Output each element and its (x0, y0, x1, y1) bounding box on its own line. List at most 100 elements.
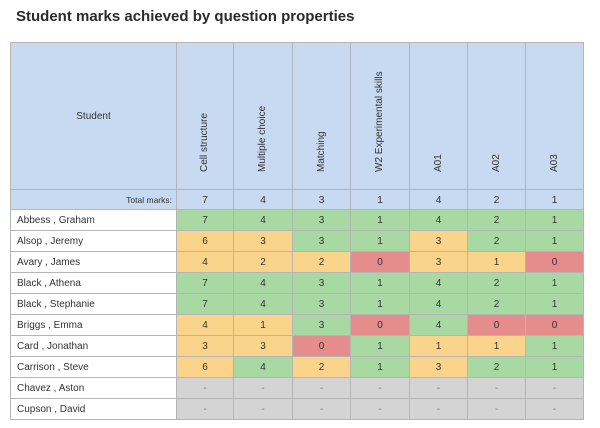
table-row: Briggs , Emma 4 1 3 0 4 0 0 (10, 314, 584, 336)
mark-cell: 1 (525, 230, 584, 252)
mark-cell: - (409, 377, 468, 399)
mark-cell: 3 (292, 209, 351, 231)
mark-cell: - (350, 377, 410, 399)
mark-cell: 4 (176, 314, 234, 336)
mark-cell: 3 (233, 230, 293, 252)
column-header: Matching (292, 42, 351, 190)
column-header-label: Matching (315, 131, 327, 172)
mark-cell: 1 (350, 293, 410, 315)
mark-cell: 0 (467, 314, 526, 336)
table-row: Black , Athena 7 4 3 1 4 2 1 (10, 272, 584, 294)
mark-cell: 3 (292, 230, 351, 252)
table-row: Abbess , Graham 7 4 3 1 4 2 1 (10, 209, 584, 231)
mark-cell: 6 (176, 230, 234, 252)
mark-cell: 1 (467, 335, 526, 357)
mark-cell: 3 (409, 230, 468, 252)
total-marks-cell: 3 (292, 189, 351, 210)
student-name: Cupson , David (10, 398, 177, 420)
column-header-label: W2 Experimental skills (374, 71, 385, 172)
mark-cell: 3 (409, 356, 468, 378)
mark-cell: 3 (292, 272, 351, 294)
table-row: Chavez , Aston - - - - - - - (10, 377, 584, 399)
mark-cell: - (525, 398, 584, 420)
mark-cell: 0 (350, 251, 410, 273)
mark-cell: 0 (292, 335, 351, 357)
mark-cell: 3 (233, 335, 293, 357)
student-name: Abbess , Graham (10, 209, 177, 231)
table-row: Avary , James 4 2 2 0 3 1 0 (10, 251, 584, 273)
column-header: W2 Experimental skills (350, 42, 410, 190)
student-column-header: Student (10, 42, 177, 190)
column-header: A02 (467, 42, 526, 190)
mark-cell: 2 (292, 356, 351, 378)
mark-cell: 0 (525, 251, 584, 273)
mark-cell: 1 (350, 356, 410, 378)
student-name: Card , Jonathan (10, 335, 177, 357)
mark-cell: 1 (233, 314, 293, 336)
mark-cell: - (233, 398, 293, 420)
column-header: A01 (409, 42, 468, 190)
column-header-label: Multiple choice (257, 105, 268, 172)
total-marks-cell: 1 (525, 189, 584, 210)
mark-cell: 2 (467, 209, 526, 231)
mark-cell: 4 (233, 272, 293, 294)
student-name: Chavez , Aston (10, 377, 177, 399)
column-header-label: Cell structure (199, 113, 210, 172)
mark-cell: 1 (350, 272, 410, 294)
student-name: Alsop , Jeremy (10, 230, 177, 252)
mark-cell: - (467, 398, 526, 420)
mark-cell: 7 (176, 293, 234, 315)
student-name: Avary , James (10, 251, 177, 273)
mark-cell: 4 (409, 272, 468, 294)
mark-cell: 4 (409, 209, 468, 231)
mark-cell: 1 (350, 209, 410, 231)
total-marks-cell: 1 (350, 189, 410, 210)
mark-cell: 1 (350, 335, 410, 357)
table-row: Card , Jonathan 3 3 0 1 1 1 1 (10, 335, 584, 357)
mark-cell: 3 (176, 335, 234, 357)
total-marks-cell: 4 (233, 189, 293, 210)
mark-cell: 2 (467, 356, 526, 378)
mark-cell: 7 (176, 209, 234, 231)
page-title: Student marks achieved by question prope… (16, 8, 355, 25)
student-name: Carrison , Steve (10, 356, 177, 378)
marks-table: Student Cell structure Multiple choice Mat… (10, 42, 584, 420)
student-name: Black , Athena (10, 272, 177, 294)
header-row: Student Cell structure Multiple choice Mat… (10, 42, 584, 190)
mark-cell: 2 (467, 293, 526, 315)
mark-cell: - (292, 398, 351, 420)
mark-cell: 1 (525, 272, 584, 294)
column-header-label: A01 (432, 154, 444, 172)
table-row: Carrison , Steve 6 4 2 1 3 2 1 (10, 356, 584, 378)
mark-cell: 1 (409, 335, 468, 357)
mark-cell: - (525, 377, 584, 399)
mark-cell: 4 (409, 314, 468, 336)
mark-cell: - (176, 377, 234, 399)
mark-cell: 1 (525, 335, 584, 357)
table-row: Cupson , David - - - - - - - (10, 398, 584, 420)
column-header: Cell structure (176, 42, 234, 190)
mark-cell: - (350, 398, 410, 420)
mark-cell: 1 (525, 293, 584, 315)
student-name: Black , Stephanie (10, 293, 177, 315)
mark-cell: 3 (292, 314, 351, 336)
mark-cell: 1 (525, 209, 584, 231)
mark-cell: 0 (350, 314, 410, 336)
mark-cell: 6 (176, 356, 234, 378)
mark-cell: 1 (525, 356, 584, 378)
mark-cell: - (176, 398, 234, 420)
mark-cell: 4 (233, 209, 293, 231)
mark-cell: 3 (292, 293, 351, 315)
mark-cell: - (292, 377, 351, 399)
column-header: Multiple choice (233, 42, 293, 190)
mark-cell: 0 (525, 314, 584, 336)
mark-cell: 1 (350, 230, 410, 252)
mark-cell: 3 (409, 251, 468, 273)
marks-table-body: Abbess , Graham 7 4 3 1 4 2 1 Alsop , Jeremy 6 3 3 1… (10, 209, 584, 420)
mark-cell: 4 (233, 356, 293, 378)
column-header-label: A03 (548, 154, 560, 172)
total-marks-label: Total marks: (10, 189, 177, 210)
mark-cell: - (409, 398, 468, 420)
mark-cell: 2 (467, 272, 526, 294)
